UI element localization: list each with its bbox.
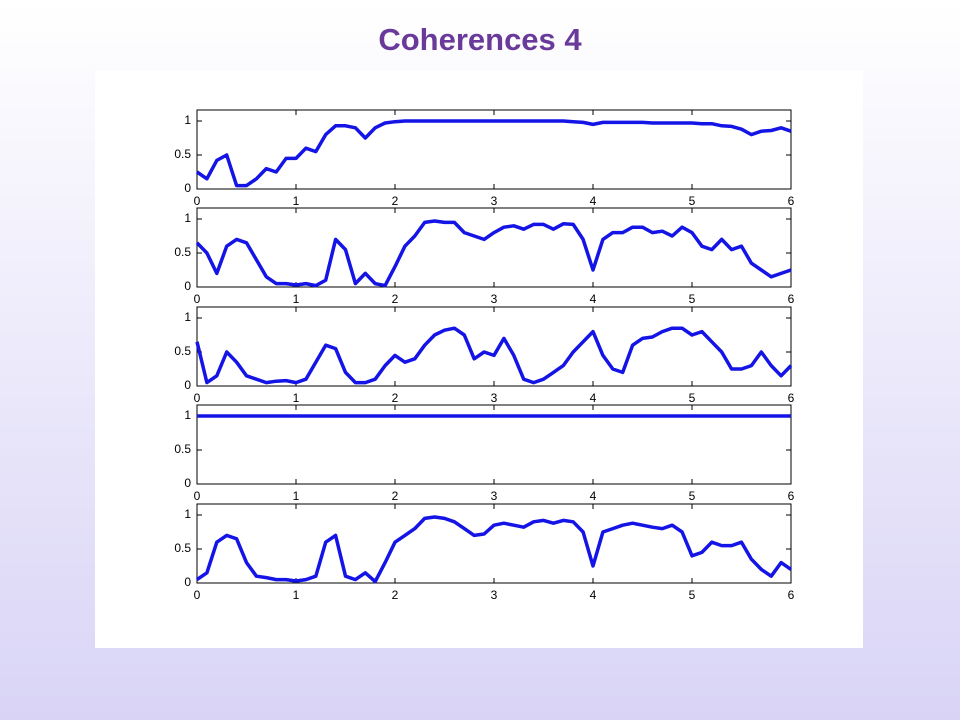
x-tick-label: 4 — [590, 194, 597, 208]
x-tick-label: 3 — [491, 391, 498, 405]
data-line — [195, 219, 792, 288]
x-tick-label: 3 — [491, 588, 498, 602]
y-tick-label: 1 — [184, 408, 191, 422]
y-tick-label: 1 — [184, 211, 191, 225]
y-tick-label: 1 — [184, 507, 191, 521]
x-tick-label: 2 — [392, 489, 399, 503]
y-tick-label: 0 — [184, 575, 191, 589]
x-tick-label: 4 — [590, 292, 597, 306]
x-tick-label: 4 — [590, 588, 597, 602]
x-tick-label: 6 — [788, 391, 795, 405]
data-line — [195, 326, 793, 385]
x-tick-label: 4 — [590, 391, 597, 405]
y-tick-label: 0 — [184, 181, 191, 195]
y-tick-label: 1 — [184, 310, 191, 324]
x-tick-label: 4 — [590, 489, 597, 503]
x-tick-label: 5 — [689, 194, 696, 208]
data-line — [196, 515, 792, 584]
x-tick-label: 6 — [788, 292, 795, 306]
x-tick-label: 0 — [194, 391, 201, 405]
y-tick-label: 0 — [184, 476, 191, 490]
x-tick-label: 2 — [392, 588, 399, 602]
x-tick-label: 1 — [293, 391, 300, 405]
x-tick-label: 6 — [788, 194, 795, 208]
x-tick-label: 6 — [788, 489, 795, 503]
x-tick-label: 5 — [689, 489, 696, 503]
x-tick-label: 3 — [491, 292, 498, 306]
plot-area — [196, 503, 792, 584]
x-tick-label: 1 — [293, 194, 300, 208]
x-tick-label: 5 — [689, 292, 696, 306]
y-tick-label: 0.5 — [174, 245, 191, 259]
x-tick-label: 1 — [293, 588, 300, 602]
y-tick-label: 0.5 — [174, 344, 191, 358]
data-line — [196, 119, 792, 188]
x-tick-label: 2 — [392, 391, 399, 405]
plot-area — [196, 404, 792, 485]
x-tick-label: 3 — [491, 489, 498, 503]
x-tick-label: 6 — [788, 588, 795, 602]
x-tick-label: 5 — [689, 391, 696, 405]
x-tick-label: 3 — [491, 194, 498, 208]
x-tick-label: 0 — [194, 194, 201, 208]
y-tick-label: 0.5 — [174, 442, 191, 456]
x-tick-label: 0 — [194, 292, 201, 306]
plot-area — [196, 306, 792, 387]
y-tick-label: 0.5 — [174, 147, 191, 161]
x-tick-label: 0 — [194, 489, 201, 503]
y-tick-label: 0 — [184, 378, 191, 392]
x-tick-label: 1 — [293, 292, 300, 306]
x-tick-label: 0 — [194, 588, 201, 602]
y-tick-label: 0.5 — [174, 541, 191, 555]
x-tick-label: 5 — [689, 588, 696, 602]
plot-area — [196, 207, 792, 288]
y-tick-label: 1 — [184, 113, 191, 127]
x-tick-label: 2 — [392, 292, 399, 306]
slide-title: Coherences 4 — [378, 22, 582, 57]
x-tick-label: 1 — [293, 489, 300, 503]
y-tick-label: 0 — [184, 279, 191, 293]
x-tick-label: 2 — [392, 194, 399, 208]
